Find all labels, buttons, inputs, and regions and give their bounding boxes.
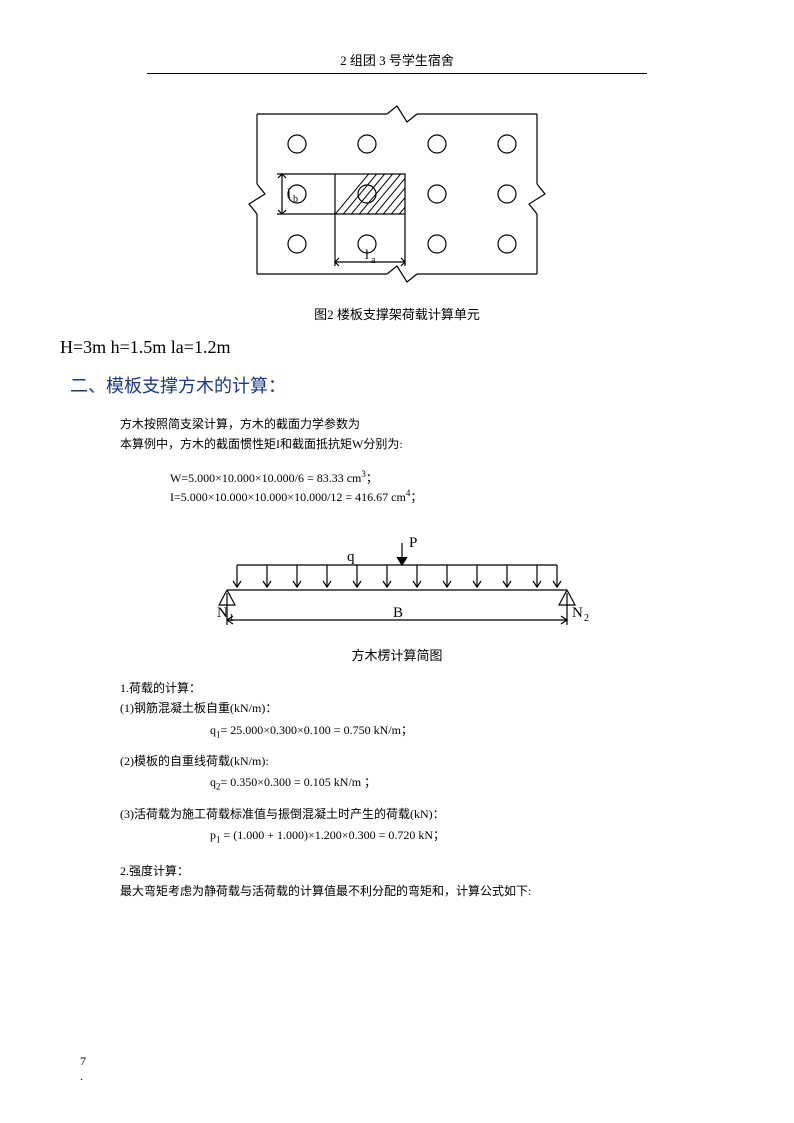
params-line: H=3m h=1.5m la=1.2m bbox=[60, 337, 714, 358]
load-calc-title: 1.荷载的计算： bbox=[120, 678, 714, 698]
figure-beam-diagram: P q N 1 N 2 B bbox=[187, 535, 607, 635]
page-dot: . bbox=[80, 1069, 86, 1083]
svg-text:B: B bbox=[393, 605, 403, 621]
eqI-text: I=5.000×10.000×10.000×10.000/12 = 416.67… bbox=[170, 490, 406, 504]
p1-eq: = (1.000 + 1.000)×1.200×0.300 = 0.720 kN… bbox=[221, 828, 446, 842]
svg-text:q: q bbox=[347, 549, 355, 565]
item1-label: (1)钢筋混凝土板自重(kN/m)： bbox=[120, 698, 714, 718]
equation-W: W=5.000×10.000×10.000/6 = 83.33 cm3； bbox=[170, 469, 714, 486]
item3-label: (3)活荷载为施工荷载标准值与振倒混凝土时产生的荷载(kN)： bbox=[120, 804, 714, 824]
strength-calc-title: 2.强度计算： bbox=[120, 861, 714, 881]
item2-equation: q2= 0.350×0.300 = 0.105 kN/m ； bbox=[210, 773, 714, 791]
svg-text:l: l bbox=[287, 187, 291, 202]
page-footer: 7 . bbox=[80, 1054, 86, 1083]
intro-line-1: 方木按照简支梁计算，方木的截面力学参数为 bbox=[120, 414, 714, 434]
page-number: 7 bbox=[80, 1054, 86, 1068]
item3-equation: p1 = (1.000 + 1.000)×1.200×0.300 = 0.720… bbox=[210, 826, 714, 844]
page-header: 2 组团 3 号学生宿舍 bbox=[147, 50, 647, 74]
item2-label: (2)模板的自重线荷载(kN/m): bbox=[120, 751, 714, 771]
svg-text:N: N bbox=[572, 605, 583, 621]
intro-line-2: 本算例中，方木的截面惯性矩I和截面抵抗矩W分别为: bbox=[120, 434, 714, 454]
item1-equation: q1= 25.000×0.300×0.100 = 0.750 kN/m； bbox=[210, 721, 714, 739]
equation-I: I=5.000×10.000×10.000×10.000/12 = 416.67… bbox=[170, 488, 714, 505]
eqW-tail: ； bbox=[366, 471, 378, 485]
svg-text:l: l bbox=[365, 248, 369, 263]
eqI-tail: ； bbox=[410, 490, 422, 504]
svg-text:a: a bbox=[371, 255, 376, 266]
section-2-title: 二、模板支撑方木的计算： bbox=[70, 372, 714, 398]
figure2-caption: 方木楞计算简图 bbox=[80, 645, 714, 664]
svg-text:N: N bbox=[217, 605, 228, 621]
svg-text:2: 2 bbox=[584, 613, 589, 624]
q2-eq: = 0.350×0.300 = 0.105 kN/m ； bbox=[221, 775, 377, 789]
svg-text:P: P bbox=[409, 535, 417, 551]
strength-calc-text: 最大弯矩考虑为静荷载与活荷载的计算值最不利分配的弯矩和，计算公式如下: bbox=[120, 881, 714, 901]
figure1-caption: 图2 楼板支撑架荷载计算单元 bbox=[80, 304, 714, 323]
q1-eq: = 25.000×0.300×0.100 = 0.750 kN/m； bbox=[221, 723, 413, 737]
svg-text:b: b bbox=[293, 194, 298, 205]
figure-slab-support-unit: l b l a bbox=[227, 94, 567, 294]
eqW-text: W=5.000×10.000×10.000/6 = 83.33 cm bbox=[170, 471, 361, 485]
svg-text:1: 1 bbox=[229, 613, 234, 624]
